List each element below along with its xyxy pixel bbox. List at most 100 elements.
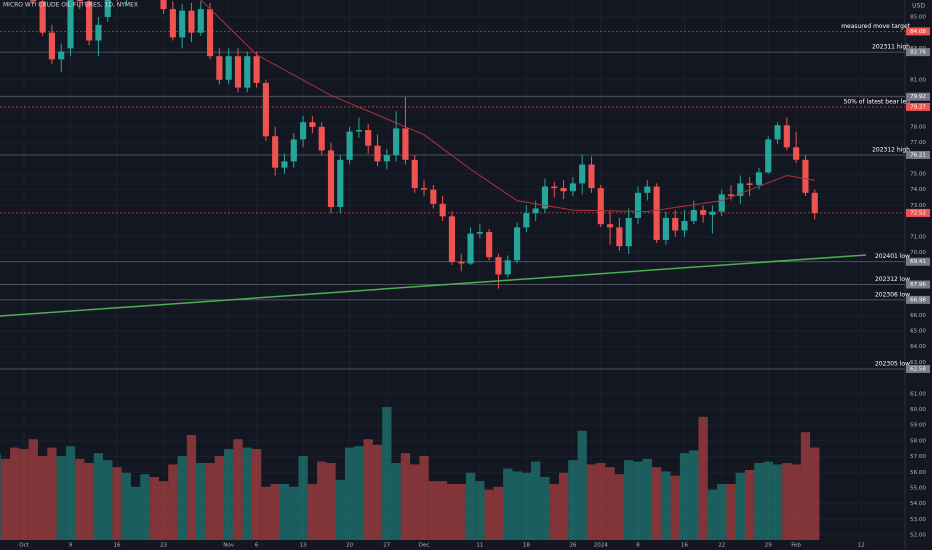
volume-bar — [298, 456, 308, 540]
y-tick-label: 53.00 — [910, 517, 926, 523]
volume-bar — [261, 486, 271, 540]
price-box-label: 67.96 — [910, 282, 926, 288]
volume-bar — [810, 447, 820, 540]
candle-body — [504, 260, 511, 275]
volume-bar — [484, 489, 494, 540]
price-box-label: 66.98 — [910, 297, 926, 303]
candle-body — [532, 208, 539, 214]
volume-bar — [224, 449, 234, 540]
volume-pane — [0, 407, 820, 540]
candle-body — [327, 150, 335, 207]
volume-bar — [56, 456, 66, 540]
candle-body — [355, 130, 362, 132]
candle-body — [569, 183, 576, 192]
candle-body — [727, 194, 735, 196]
volume-bar — [782, 463, 792, 540]
volume-bar — [558, 472, 569, 540]
price-box — [906, 295, 930, 304]
y-tick-label: 85.00 — [910, 14, 926, 20]
candle-body — [179, 10, 186, 38]
currency: USD — [912, 3, 925, 10]
price-box — [906, 102, 930, 111]
candle-body — [625, 217, 632, 247]
x-tick-label: 11 — [476, 543, 483, 549]
volume-bar — [503, 468, 513, 540]
volume-bar — [103, 460, 113, 540]
volume-bar — [633, 461, 643, 540]
candle-body — [411, 159, 418, 189]
volume-bar — [800, 432, 811, 540]
volume-bar — [93, 453, 104, 540]
candle-body — [486, 232, 493, 258]
volume-bar — [493, 486, 504, 540]
volume-bar — [326, 463, 336, 540]
candle-body — [634, 192, 642, 218]
candle-body — [225, 56, 232, 80]
volume-bar — [317, 461, 327, 540]
x-tick-label: 27 — [383, 543, 390, 549]
volume-bar — [670, 475, 680, 540]
volume-bar — [735, 472, 745, 540]
volume-bar — [642, 458, 652, 540]
volume-bar — [363, 439, 373, 540]
volume-bar — [242, 447, 252, 540]
x-tick-label: Dec — [419, 543, 430, 549]
x-tick-label: 16 — [114, 543, 121, 549]
y-tick-label: 78.00 — [910, 124, 926, 130]
candle-body — [662, 217, 669, 240]
x-tick-label: 8 — [636, 543, 640, 549]
volume-bar — [707, 489, 718, 540]
candle-body — [337, 159, 344, 207]
volume-bar — [447, 484, 457, 540]
candle-body — [346, 131, 353, 160]
volume-bar — [149, 477, 159, 540]
volume-bar — [344, 447, 355, 540]
volume-bar — [624, 460, 634, 540]
candle-body — [169, 9, 176, 38]
price-box — [906, 48, 930, 57]
level-text: 202312 high — [872, 146, 910, 153]
level-text: 202305 low — [875, 360, 910, 367]
y-tick-label: 59.00 — [910, 423, 926, 429]
candle-body — [755, 172, 763, 185]
candle-body — [86, 1, 93, 41]
y-tick-label: 60.00 — [910, 407, 926, 413]
volume-bar — [726, 484, 736, 540]
volume-bar — [661, 471, 671, 540]
candle-body — [458, 261, 465, 264]
volume-bar — [251, 449, 262, 540]
volume-bar — [372, 444, 383, 540]
volume-bar — [84, 463, 94, 540]
candle-body — [551, 186, 558, 189]
chart-title: MICRO WTI CRUDE OIL FUTURES, 1D, NYMEX — [3, 2, 138, 9]
candle-body — [616, 227, 623, 247]
volume-bar — [112, 467, 122, 540]
candle-body — [644, 186, 651, 193]
price-box-label: 79.92 — [910, 94, 926, 100]
volume-bar — [717, 484, 727, 540]
volume-bar — [205, 463, 215, 540]
volume-bar — [428, 481, 438, 540]
candle-body — [588, 164, 595, 189]
x-tick-label: 2024 — [594, 543, 608, 549]
volume-bar — [279, 484, 290, 540]
volume-bar — [614, 474, 625, 540]
y-tick-label: 58.00 — [910, 438, 926, 444]
volume-bar — [679, 453, 690, 540]
y-tick-label: 70.00 — [910, 250, 926, 256]
price-box — [906, 257, 930, 266]
y-tick-label: 77.00 — [910, 140, 926, 146]
trendline — [0, 254, 866, 317]
y-tick-label: 54.00 — [910, 501, 926, 507]
volume-bar — [568, 460, 578, 540]
y-tick-label: 74.00 — [910, 187, 926, 193]
y-tick-label: 56.00 — [910, 470, 926, 476]
volume-bar — [400, 453, 411, 540]
volume-bar — [47, 447, 57, 540]
axes: 85.0083.0081.0080.0078.0077.0075.0074.00… — [19, 14, 930, 549]
volume-bar — [354, 446, 364, 540]
candle-body — [318, 126, 325, 151]
candle-body — [737, 183, 744, 196]
volume-bar — [763, 461, 773, 540]
volume-bar — [531, 461, 541, 540]
